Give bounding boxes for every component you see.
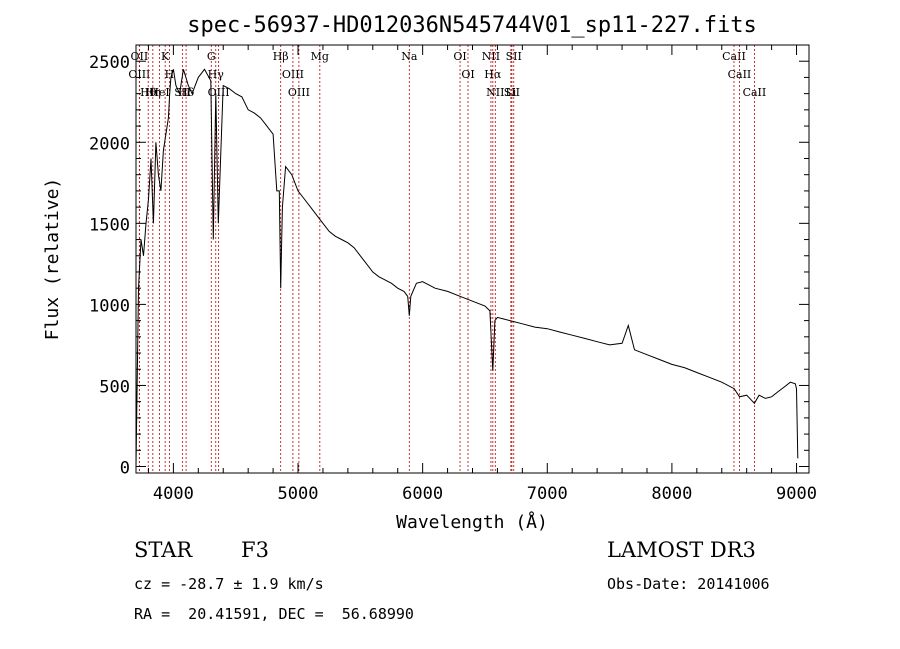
spectral-line-markers: OIIOIIIHθHηHeIKHSIIHδGHγOIIIHβOIIIOIIIMg… [128, 45, 766, 473]
spectral-line-label: OIII [208, 86, 230, 99]
redshift-velocity: cz = -28.7 ± 1.9 km/s [134, 575, 324, 593]
x-tick-label: 6000 [402, 484, 443, 504]
spectral-line-label: Mg [311, 50, 329, 63]
spectral-line-label: SII [506, 50, 522, 63]
coordinates: RA = 20.41591, DEC = 56.68990 [134, 605, 414, 623]
spectral-line-label: NII [482, 50, 500, 63]
spectral-line-label: Hα [484, 68, 502, 81]
spectral-line-label: OIII [288, 86, 310, 99]
spectral-line-label: CaII [728, 68, 752, 81]
spectral-line-label: HeI [149, 86, 169, 99]
x-tick-label: 8000 [651, 484, 692, 504]
y-tick-label: 0 [120, 459, 130, 479]
spectral-line-label: NII [486, 86, 504, 99]
axis-ticks: 4000 5000 6000 7000 8000 9000 0 500 1000 1500 2000… [89, 45, 817, 504]
y-tick-label: 500 [99, 377, 130, 397]
spectral-line-label: Hη [145, 86, 161, 99]
spectrum-series-line [135, 68, 799, 467]
survey-name: LAMOST DR3 [607, 538, 756, 562]
y-axis-label: Flux (relative) [42, 178, 63, 341]
object-class: STAR [134, 538, 193, 562]
spectral-line-label: Li [505, 86, 516, 99]
object-subclass: F3 [241, 538, 269, 562]
spectral-line-label: CaII [722, 50, 746, 63]
spectrum-chart: spec-56937-HD012036N545744V01_sp11-227.f… [42, 13, 817, 533]
y-tick-label: 2500 [89, 53, 130, 73]
spectral-line-label: OI [453, 50, 466, 63]
y-tick-label: 1000 [89, 296, 130, 316]
chart-title: spec-56937-HD012036N545744V01_sp11-227.f… [187, 13, 757, 38]
spectral-line-label: Hγ [208, 68, 225, 81]
y-tick-label: 1500 [89, 215, 130, 235]
spectral-line-label: H [165, 68, 175, 81]
spectral-line-label: CaII [743, 86, 767, 99]
y-tick-label: 2000 [89, 134, 130, 154]
x-tick-label: 5000 [278, 484, 319, 504]
spectral-line-label: Na [401, 50, 418, 63]
spectral-line-label: SII [504, 86, 520, 99]
plot-frame [135, 44, 810, 474]
spectral-line-label: Hβ [273, 50, 289, 63]
spectral-line-label: OIII [282, 68, 304, 81]
spectral-line-label: G [207, 50, 216, 63]
spectral-line-label: OIII [128, 68, 150, 81]
x-tick-label: 7000 [527, 484, 568, 504]
x-tick-label: 9000 [776, 484, 817, 504]
x-axis-label: Wavelength (Å) [396, 511, 548, 533]
spectral-line-label: OI [461, 68, 474, 81]
spectral-line-label: K [161, 50, 170, 63]
x-tick-label: 4000 [153, 484, 194, 504]
spectral-line-label: OII [131, 50, 149, 63]
observation-date: Obs-Date: 20141006 [607, 575, 770, 593]
